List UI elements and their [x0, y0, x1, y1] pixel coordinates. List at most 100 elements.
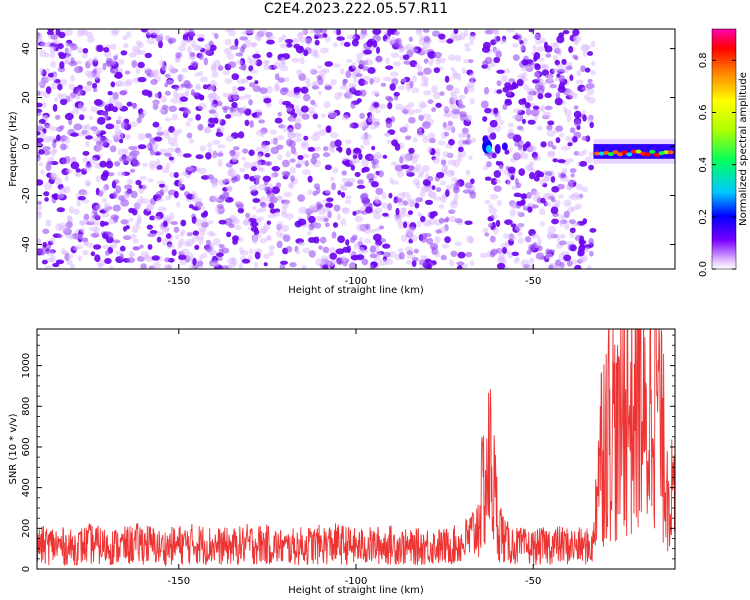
heatmap-cell — [266, 220, 271, 225]
heatmap-cell — [199, 228, 206, 237]
snr-y-tick-label: 1000 — [21, 353, 32, 378]
heatmap-cell — [574, 55, 579, 61]
colorbar-tick-label: 0.0 — [698, 261, 709, 277]
heatmap-cell — [39, 131, 45, 139]
heatmap-cell — [335, 248, 345, 255]
heatmap-cell — [259, 167, 265, 173]
heatmap-cell — [87, 71, 94, 80]
heatmap-cell — [253, 160, 262, 168]
heatmap-cell — [269, 196, 278, 204]
heatmap-cell — [50, 60, 57, 69]
heatmap-cell — [112, 239, 121, 244]
heatmap-cell — [92, 214, 101, 220]
heatmap-cell — [516, 201, 524, 206]
heatmap-cell — [145, 132, 152, 139]
heatmap-cell — [507, 132, 516, 140]
heatmap-cell — [545, 253, 554, 260]
heatmap-cell — [410, 235, 418, 242]
heatmap-cell — [186, 37, 191, 43]
heatmap-cell — [198, 52, 204, 61]
heatmap-cell — [181, 68, 188, 73]
heatmap-cell — [364, 58, 374, 66]
heatmap-cell — [343, 78, 349, 84]
heatmap-cell — [540, 104, 545, 113]
heatmap-cell — [367, 67, 376, 74]
heatmap-cell — [237, 131, 245, 139]
heatmap-cell — [147, 244, 153, 250]
heatmap-cell — [286, 90, 296, 98]
heatmap-cell — [310, 99, 316, 106]
heatmap-cell — [351, 86, 356, 93]
heatmap-cell — [112, 191, 118, 199]
heatmap-cell — [231, 85, 238, 93]
heatmap-cell — [309, 68, 318, 75]
heatmap-cell — [587, 265, 592, 269]
heatmap-cell — [538, 81, 547, 86]
heatmap-cell — [192, 257, 197, 266]
heatmap-cell — [371, 90, 380, 95]
heatmap-cell — [349, 158, 357, 166]
heatmap-cell — [390, 52, 400, 58]
heatmap-cell — [353, 242, 360, 250]
heatmap-cell — [453, 29, 459, 34]
heatmap-cell — [203, 210, 209, 217]
heatmap-cell — [163, 184, 169, 193]
heatmap-cell — [506, 91, 512, 97]
heatmap-cell — [308, 215, 316, 224]
heatmap-cell — [92, 219, 100, 227]
heatmap-cell — [251, 214, 257, 219]
heatmap-cell — [385, 258, 394, 266]
heatmap-cell — [375, 109, 381, 114]
heatmap-cell — [294, 220, 302, 228]
heatmap-cell — [438, 33, 446, 40]
heatmap-cell — [338, 146, 343, 153]
heatmap-cell — [216, 256, 223, 261]
heatmap-cell — [268, 183, 274, 192]
heatmap-cell — [54, 97, 59, 103]
heatmap-cell — [447, 54, 457, 62]
heatmap-cell — [119, 245, 126, 252]
heatmap-cell — [313, 29, 323, 34]
snr-y-tick-label: 600 — [21, 437, 32, 456]
heatmap-cell — [402, 54, 410, 61]
heatmap-cell — [125, 78, 134, 85]
heatmap-cell — [370, 264, 375, 269]
heatmap-cell — [266, 51, 273, 58]
heatmap-cell — [427, 146, 432, 154]
heatmap-cell — [37, 110, 42, 116]
heatmap-cell — [549, 83, 558, 89]
heatmap-cell — [310, 156, 318, 165]
heatmap-cell — [537, 171, 545, 178]
heatmap-cell — [222, 70, 230, 76]
heatmap-cell — [213, 117, 219, 124]
heatmap-cell — [43, 191, 50, 197]
heatmap-cell — [205, 239, 211, 246]
heatmap-cell — [573, 105, 579, 110]
heatmap-cell — [559, 219, 564, 227]
heatmap-cell — [238, 246, 244, 254]
heatmap-cell — [303, 153, 310, 159]
heatmap-cell — [569, 244, 577, 252]
heatmap-cell — [543, 41, 549, 50]
heatmap-cell — [155, 197, 164, 202]
heatmap-cell — [120, 50, 128, 56]
heatmap-cell — [427, 217, 436, 225]
heatmap-cell — [470, 178, 475, 185]
heatmap-cell — [452, 159, 460, 168]
heatmap-cell — [132, 246, 140, 251]
heatmap-cell — [411, 75, 417, 83]
heatmap-cell — [229, 173, 236, 179]
heatmap-cell — [533, 175, 540, 182]
heatmap-cell — [341, 207, 350, 215]
heatmap-cell — [484, 232, 490, 237]
spectrogram-y-tick-label: 0 — [21, 143, 32, 149]
heatmap-cell — [160, 96, 168, 103]
heatmap-cell — [499, 120, 504, 125]
heatmap-cell — [427, 185, 433, 193]
heatmap-cell — [454, 54, 462, 62]
heatmap-cell — [96, 144, 103, 151]
heatmap-cell — [391, 36, 396, 45]
heatmap-cell — [112, 91, 119, 100]
heatmap-cell — [408, 116, 416, 124]
heatmap-cell — [136, 117, 142, 124]
